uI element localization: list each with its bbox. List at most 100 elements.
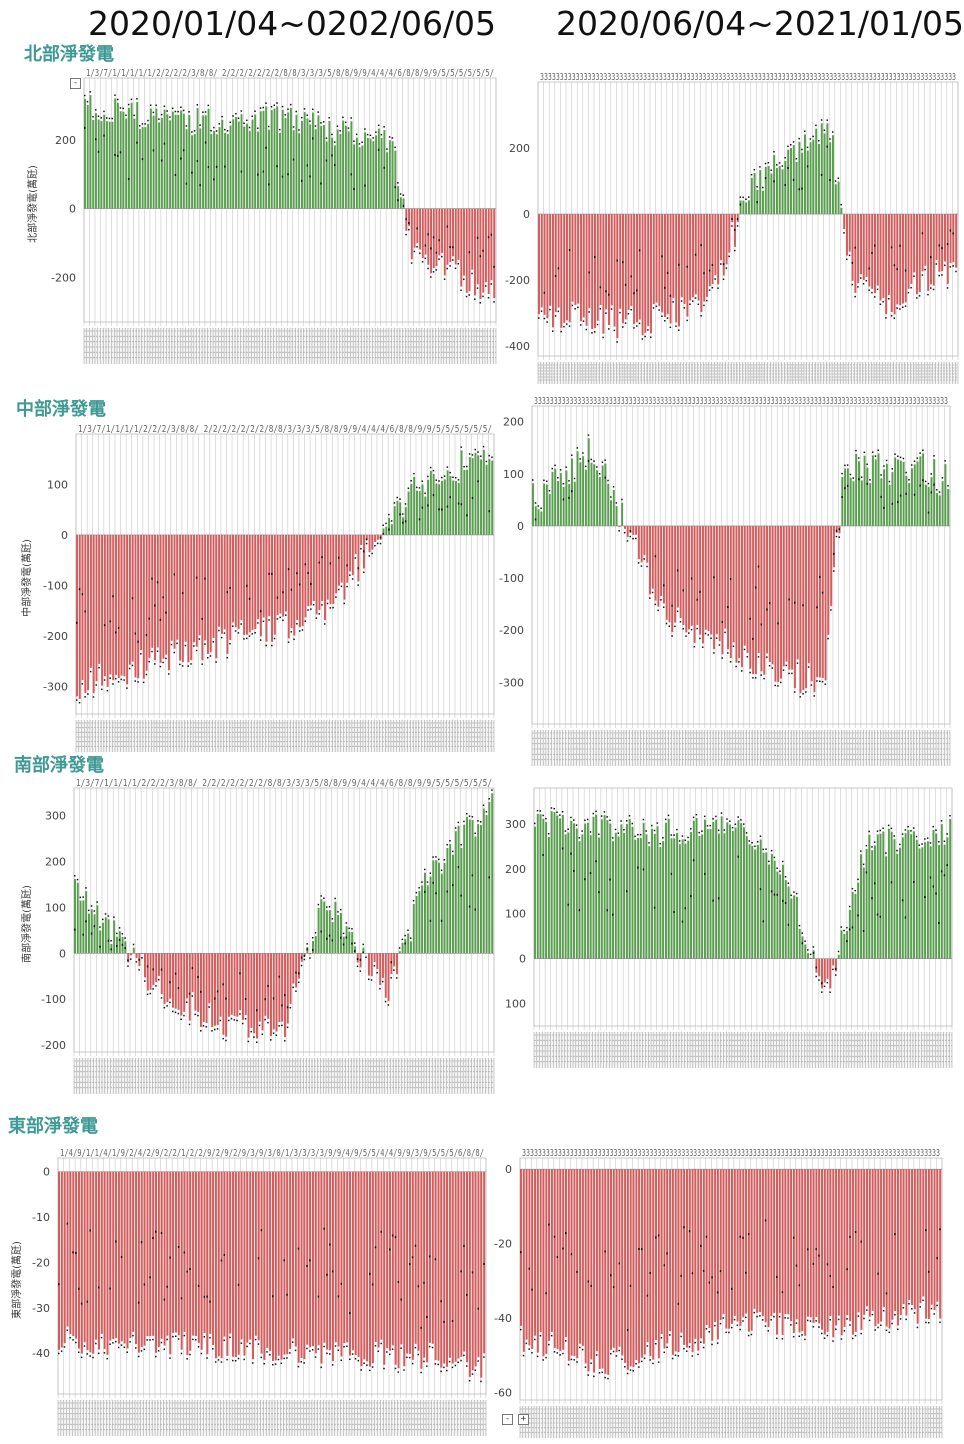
marker-point <box>340 908 342 911</box>
bar <box>471 820 474 954</box>
bar <box>410 483 413 535</box>
bar <box>268 129 270 209</box>
marker-point <box>653 906 656 909</box>
marker-point <box>571 454 573 456</box>
marker-point <box>941 247 943 250</box>
marker-point <box>197 976 199 979</box>
marker-point <box>326 1352 328 1355</box>
marker-point <box>137 1301 140 1304</box>
marker-point <box>785 664 788 667</box>
bar <box>192 1171 195 1336</box>
marker-point <box>272 997 275 1000</box>
marker-point <box>130 958 132 960</box>
marker-point <box>273 104 276 107</box>
bar <box>607 483 610 526</box>
bar <box>932 829 935 959</box>
bar <box>798 141 801 215</box>
marker-point <box>314 932 317 934</box>
marker-point <box>806 146 809 149</box>
bar <box>637 837 640 959</box>
marker-point <box>408 222 410 225</box>
bar <box>187 534 190 663</box>
marker-point <box>902 457 905 460</box>
bar <box>657 1169 660 1359</box>
marker-point <box>844 464 846 467</box>
marker-point <box>777 685 779 687</box>
marker-point <box>795 892 798 895</box>
marker-point <box>708 1331 710 1333</box>
marker-point <box>460 1270 462 1273</box>
marker-point <box>699 590 701 593</box>
bar <box>303 953 306 956</box>
marker-point <box>608 328 610 330</box>
marker-point <box>938 274 940 277</box>
bar <box>887 828 890 959</box>
marker-point <box>329 1243 331 1246</box>
bar <box>276 106 279 209</box>
marker-point <box>452 884 454 887</box>
bar <box>641 214 644 336</box>
bar <box>468 208 471 292</box>
marker-point <box>446 466 449 468</box>
marker-point <box>209 1336 211 1339</box>
marker-point <box>309 1259 311 1262</box>
collapse-toggle-button[interactable]: - <box>70 78 81 89</box>
bar <box>643 1169 646 1355</box>
bar <box>426 885 429 954</box>
marker-point <box>95 1342 97 1345</box>
bar <box>818 143 820 215</box>
marker-point <box>528 1348 530 1350</box>
bar <box>955 214 958 268</box>
marker-point <box>278 1025 280 1027</box>
bar <box>562 1169 565 1350</box>
marker-point <box>905 1318 907 1321</box>
bar <box>762 852 765 959</box>
marker-point <box>152 968 154 971</box>
marker-point <box>849 1235 851 1238</box>
marker-point <box>109 1343 111 1345</box>
marker-point <box>857 286 859 288</box>
marker-point <box>784 183 786 186</box>
marker-point <box>440 869 443 872</box>
bar <box>795 1169 798 1320</box>
expand-toggle-button[interactable]: + <box>518 1414 529 1425</box>
marker-point <box>930 256 932 259</box>
marker-point <box>854 246 856 249</box>
bar <box>213 130 216 209</box>
bar <box>388 517 391 535</box>
marker-point <box>678 263 680 266</box>
marker-point <box>97 150 100 153</box>
marker-point <box>221 115 223 118</box>
marker-point <box>74 875 76 877</box>
marker-point <box>857 1315 860 1317</box>
marker-point <box>759 835 762 837</box>
marker-point <box>471 497 474 500</box>
marker-point <box>609 819 611 822</box>
bar <box>563 214 566 323</box>
marker-point <box>198 638 201 640</box>
bar <box>595 1169 598 1352</box>
marker-point <box>88 909 90 912</box>
bar <box>663 1169 666 1349</box>
bar <box>197 953 200 1012</box>
bar <box>717 214 720 285</box>
bar <box>601 465 604 526</box>
marker-point <box>946 287 949 289</box>
marker-point <box>183 1251 186 1254</box>
bar <box>784 160 787 215</box>
marker-point <box>576 1361 578 1363</box>
marker-point <box>922 479 924 482</box>
marker-point <box>866 482 868 485</box>
bar <box>248 534 251 633</box>
collapse-toggle-button-bottom[interactable]: - <box>502 1414 513 1425</box>
top-tick-labels: 1/4/9/1/1/4/1/9/2/4/2/9/2/2/1/2/2/9/2/9/… <box>60 1148 484 1159</box>
marker-point <box>485 460 488 463</box>
marker-point <box>644 335 646 338</box>
marker-point <box>182 109 185 112</box>
marker-point <box>787 882 790 884</box>
marker-point <box>483 1262 485 1265</box>
marker-point <box>553 1235 556 1238</box>
bar <box>491 460 494 535</box>
bar <box>562 486 565 526</box>
marker-point <box>924 268 926 271</box>
